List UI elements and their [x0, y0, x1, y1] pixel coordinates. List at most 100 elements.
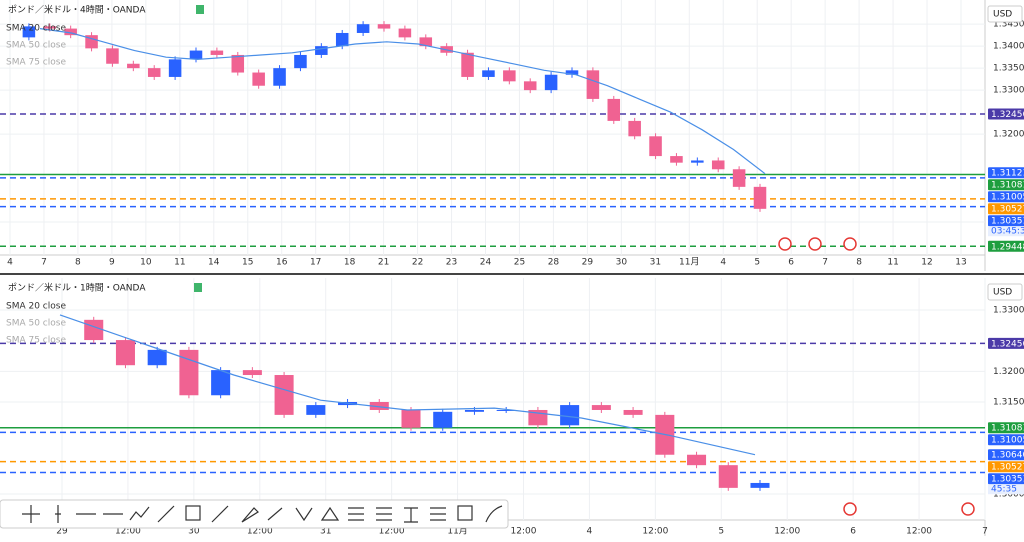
price-tick: 1.30000 [993, 489, 1024, 499]
candle [242, 370, 262, 376]
candle [503, 70, 516, 82]
currency-btn[interactable] [987, 5, 1023, 23]
tool-brush[interactable] [241, 507, 259, 523]
tool-cross[interactable] [22, 505, 40, 523]
candle [189, 50, 203, 60]
time-label: 4 [587, 527, 593, 537]
candle [252, 72, 265, 86]
tool-trend[interactable] [157, 505, 175, 523]
candle [544, 74, 558, 91]
symbol-title: ポンド／米ドル・4時間・OANDA [8, 4, 146, 16]
indicator-label: SMA 75 close [6, 58, 66, 68]
candle [377, 24, 391, 29]
candle [464, 409, 484, 412]
tool-pitch[interactable] [430, 507, 446, 521]
time-label: 22 [412, 258, 423, 268]
candle [565, 70, 579, 75]
price-label: 1.30640 [991, 451, 1024, 461]
time-label: 8 [856, 258, 862, 268]
price-label: 1.31005 [991, 193, 1024, 203]
price-tick: 1.33500 [993, 64, 1024, 74]
countdown-box [988, 484, 1024, 495]
price-label: 1.30527 [991, 205, 1024, 215]
candle [315, 46, 328, 55]
time-label: 12:00 [642, 527, 668, 537]
price-label: 1.31005 [991, 436, 1024, 446]
candle [718, 465, 738, 488]
tool-fib[interactable] [348, 507, 364, 521]
time-label: 12 [921, 258, 932, 268]
candle [591, 405, 611, 410]
tool-up[interactable] [320, 506, 340, 521]
candle [496, 409, 516, 411]
price-label-box [988, 108, 1024, 120]
time-label: 6 [850, 527, 856, 537]
candle [64, 28, 77, 36]
tool-curve[interactable] [485, 505, 503, 523]
candle [147, 68, 161, 77]
time-label: 31 [320, 527, 331, 537]
indicator-label: SMA 20 close [6, 24, 66, 34]
event-icon [843, 502, 857, 516]
time-label: 4 [7, 258, 13, 268]
time-label: 12:00 [906, 527, 932, 537]
time-label: 17 [310, 258, 321, 268]
time-label: 12:00 [774, 527, 800, 537]
countdown: 03:45:35 [991, 227, 1024, 237]
time-label: 5 [754, 258, 760, 268]
candle [294, 54, 307, 69]
time-label: 12:00 [511, 527, 537, 537]
indicator-label: SMA 50 close [6, 41, 66, 51]
price-label: 1.32456 [991, 110, 1024, 120]
candle [127, 63, 140, 69]
tool-rect[interactable] [185, 505, 201, 521]
symbol-title: ポンド／米ドル・1時間・OANDA [8, 282, 146, 294]
time-label: 18 [344, 258, 356, 268]
candle [461, 52, 474, 77]
time-label: 15 [242, 258, 253, 268]
tool-text[interactable] [404, 507, 418, 523]
drawing-toolbar[interactable] [0, 499, 509, 529]
tool-grid[interactable] [457, 505, 473, 521]
price-label-box [988, 461, 1024, 473]
candle [628, 120, 641, 137]
tool-down[interactable] [295, 507, 313, 522]
currency-btn[interactable] [987, 283, 1023, 301]
countdown-box [988, 226, 1024, 237]
tool-arrow[interactable] [267, 507, 283, 521]
time-label: 12:00 [115, 527, 141, 537]
candle [560, 405, 580, 426]
indicator-label: SMA 20 close [6, 302, 66, 312]
candle [753, 186, 767, 209]
time-label: 29 [56, 527, 68, 537]
candle [115, 340, 135, 366]
tool-vline[interactable] [55, 505, 61, 523]
candle [369, 402, 389, 410]
candle [274, 375, 294, 415]
time-label: 12:00 [247, 527, 273, 537]
time-label: 9 [109, 258, 115, 268]
time-label: 28 [548, 258, 560, 268]
price-label: 1.30527 [991, 463, 1024, 473]
candle [211, 370, 231, 396]
candle [649, 136, 662, 157]
time-label: 23 [446, 258, 457, 268]
candle [84, 319, 104, 341]
candle [306, 405, 326, 415]
time-label: 29 [582, 258, 594, 268]
tool-ruler[interactable] [211, 505, 229, 523]
tool-path[interactable] [129, 506, 150, 521]
event-icon [808, 237, 822, 251]
price-label-box [988, 422, 1024, 434]
time-label: 4 [720, 258, 726, 268]
candle [586, 70, 600, 99]
candle [419, 37, 433, 47]
tool-levels[interactable] [376, 507, 392, 521]
price-tick: 1.31500 [993, 398, 1024, 408]
candle [750, 482, 770, 488]
